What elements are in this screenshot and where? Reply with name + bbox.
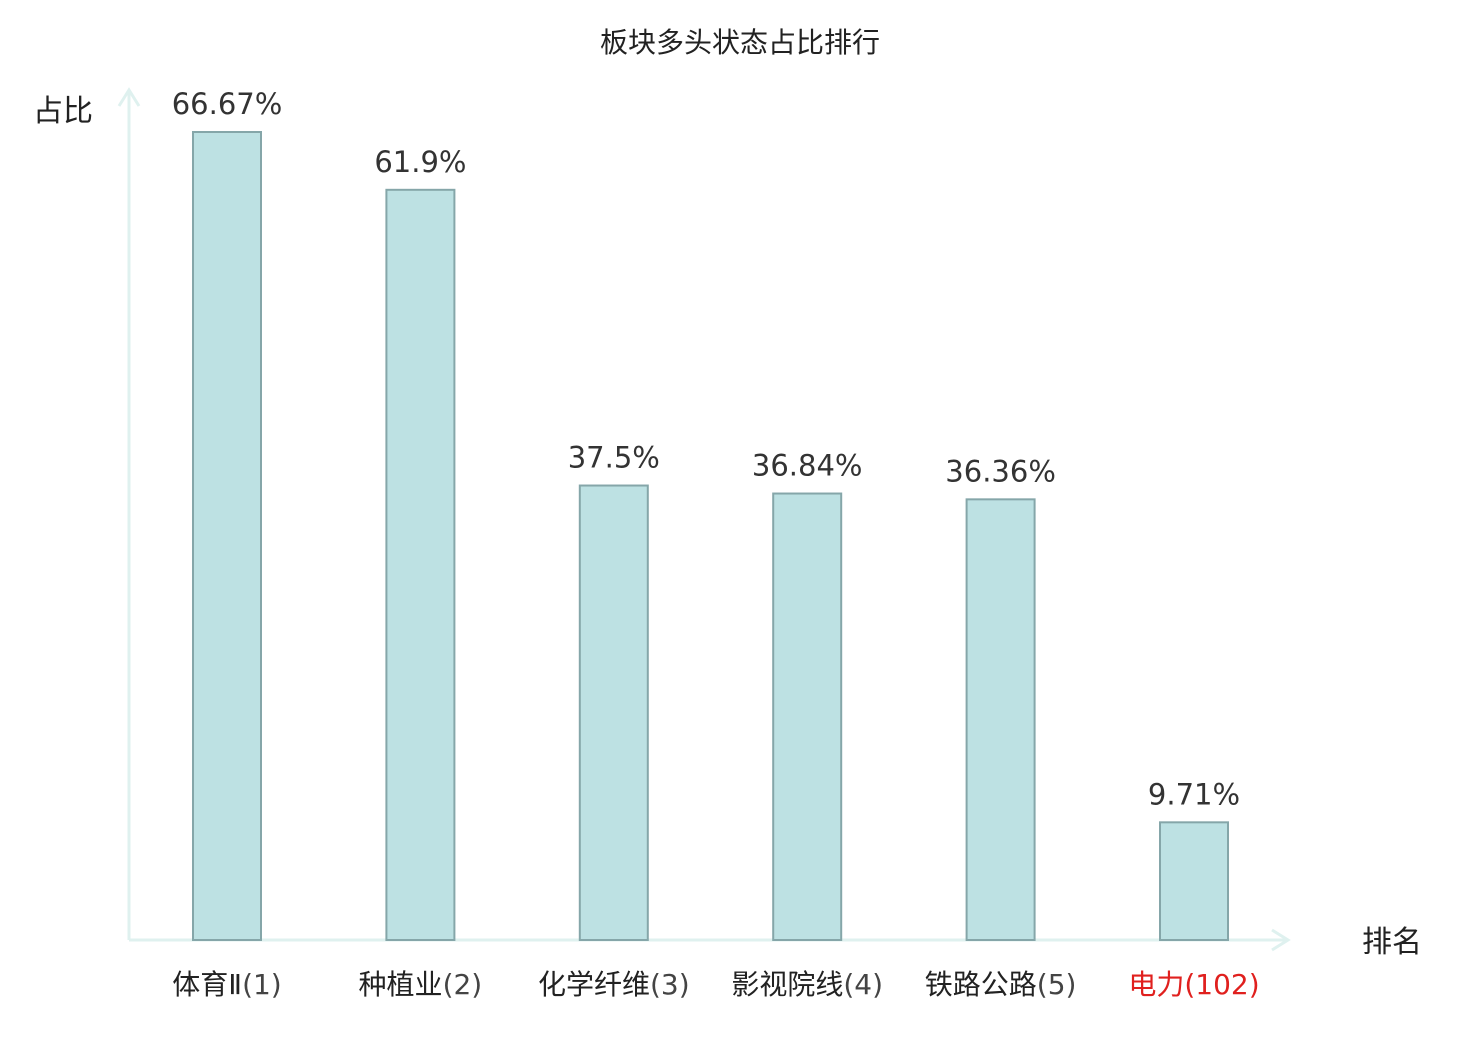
x-tick-name: 体育Ⅱ [172, 968, 242, 1001]
x-tick-name: 铁路公路 [925, 968, 1037, 1001]
y-axis-arrow [117, 87, 141, 107]
x-tick-rank: (1) [242, 968, 282, 1001]
x-tick-name: 电力 [1128, 968, 1184, 1001]
x-tick-label: 化学纤维(3) [538, 968, 690, 1001]
x-tick-name: 种植业 [359, 968, 443, 1001]
y-axis-label: 占比 [33, 94, 93, 129]
x-tick-name: 影视院线 [731, 968, 843, 1001]
data-label: 36.84% [752, 449, 863, 483]
x-tick-rank: (102) [1184, 968, 1259, 1001]
chart-title: 板块多头状态占比排行 [600, 26, 880, 59]
data-label: 36.36% [945, 454, 1056, 488]
data-label: 37.5% [568, 441, 660, 475]
x-tick-label: 电力(102) [1128, 968, 1259, 1001]
data-label: 66.67% [172, 87, 283, 121]
data-label: 9.71% [1148, 777, 1240, 811]
x-tick-rank: (2) [443, 968, 483, 1001]
bar [192, 131, 262, 941]
bar [965, 498, 1036, 941]
x-axis-label: 排名 [1362, 925, 1422, 960]
bar [772, 492, 843, 941]
bars-group: 66.67% 体育Ⅱ(1) 61.9% 种植业(2) 37.5% 化学纤维(3) 36.84… [172, 87, 1260, 1001]
bar [385, 188, 456, 941]
x-tick-rank: (4) [843, 968, 883, 1001]
x-tick-rank: (5) [1037, 968, 1077, 1001]
bar [1159, 821, 1229, 941]
x-tick-name: 化学纤维 [538, 968, 650, 1001]
data-label: 61.9% [374, 145, 466, 179]
x-tick-label: 体育Ⅱ(1) [172, 968, 281, 1001]
x-axis-arrow [1271, 928, 1291, 952]
bar [578, 484, 649, 941]
x-tick-label: 种植业(2) [359, 968, 483, 1001]
x-tick-rank: (3) [650, 968, 690, 1001]
axes [117, 87, 1291, 952]
x-tick-label: 影视院线(4) [731, 968, 883, 1001]
x-tick-label: 铁路公路(5) [925, 968, 1077, 1001]
